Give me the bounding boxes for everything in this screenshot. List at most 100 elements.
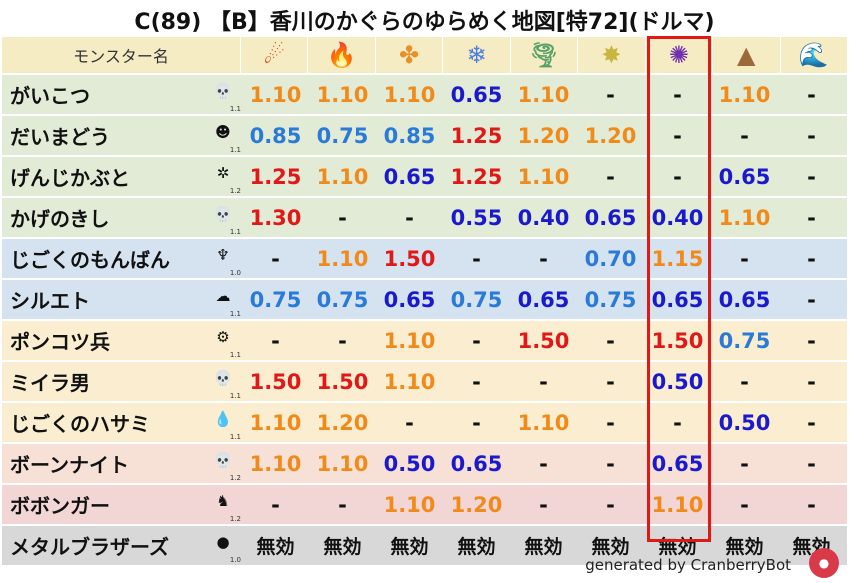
monster-name-cell: ボボンガー ♞ 1.2 <box>2 485 242 524</box>
resistance-value: 1.25 <box>450 123 503 148</box>
resistance-value: 1.10 <box>383 492 436 517</box>
monster-level: 1.1 <box>229 392 241 400</box>
table-header-row: モンスター名 ☄ 🔥 ✤ ❄ 🌪 ✸ ✺ ▲ 🌊 <box>2 37 847 75</box>
resistance-value: - <box>807 246 816 271</box>
resistance-value: 1.10 <box>718 205 771 230</box>
ice-crystal-icon: ❄ <box>466 41 487 69</box>
resistance-value: - <box>606 328 615 353</box>
resistance-value: 無効 <box>725 536 764 558</box>
resistance-value: 無効 <box>457 536 496 558</box>
footer-credit: generated by CranberryBot <box>585 556 791 574</box>
water-drop-icon: 💧 <box>213 410 233 428</box>
resistance-value: 1.30 <box>249 205 302 230</box>
resistance-value: - <box>606 369 615 394</box>
resistance-value: 無効 <box>591 536 630 558</box>
resistance-value: - <box>271 492 280 517</box>
resistance-value: 1.10 <box>249 82 302 107</box>
resistance-value: 1.50 <box>383 246 436 271</box>
monster-level: 1.1 <box>229 105 241 113</box>
resistance-value: 0.75 <box>316 287 369 312</box>
resistance-value: 1.10 <box>316 246 369 271</box>
dragon-icon: ♞ <box>216 492 230 510</box>
fire-ball-icon: ☄ <box>263 41 285 69</box>
resistance-value: 0.75 <box>450 287 503 312</box>
monster-name-cell: だいまどう ☻ 1.1 <box>2 116 242 155</box>
resistance-value: - <box>740 451 749 476</box>
resistance-value: 0.50 <box>718 410 771 435</box>
resistance-value: 1.10 <box>517 410 570 435</box>
monster-level: 1.2 <box>229 515 241 523</box>
resistance-value: - <box>807 410 816 435</box>
monster-name-cell: ボーンナイト 💀 1.2 <box>2 444 242 483</box>
resistance-value: - <box>472 410 481 435</box>
gear-icon: ⚙ <box>216 328 230 346</box>
resistance-value: 0.50 <box>651 369 704 394</box>
resistance-value: 0.65 <box>651 287 704 312</box>
resistance-value: 1.10 <box>316 82 369 107</box>
monster-name: シルエト <box>10 289 90 313</box>
dark-mage-icon: ☻ <box>215 123 231 141</box>
resistance-value: - <box>539 492 548 517</box>
resistance-value: 1.10 <box>383 82 436 107</box>
monster-level: 1.2 <box>229 474 241 482</box>
table-row: ボボンガー ♞ 1.2 - - 1.10 1.20 - - 1.10 - - <box>2 485 847 526</box>
element-column-header: ✺ <box>644 37 712 73</box>
beetle-icon: ✲ <box>216 164 230 182</box>
resistance-value: 1.15 <box>651 246 704 271</box>
resistance-value: - <box>606 492 615 517</box>
element-column-header: 🌪 <box>509 37 577 73</box>
monster-name: メタルブラザーズ <box>10 535 169 559</box>
resistance-value: 0.55 <box>450 205 503 230</box>
element-column-header: 🔥 <box>307 37 374 73</box>
resistance-value: 1.20 <box>316 410 369 435</box>
resistance-value: - <box>673 410 682 435</box>
monster-name: じごくのハサミ <box>10 412 150 436</box>
resistance-value: - <box>472 369 481 394</box>
resistance-value: 1.20 <box>517 123 570 148</box>
resistance-value: - <box>539 246 548 271</box>
resistance-value: 無効 <box>323 536 362 558</box>
resistance-value: - <box>338 492 347 517</box>
resistance-value: - <box>271 328 280 353</box>
resistance-value: 0.65 <box>450 451 503 476</box>
resistance-value: 0.40 <box>517 205 570 230</box>
table-row: だいまどう ☻ 1.1 0.85 0.75 0.85 1.25 1.20 1.20 - - - <box>2 116 847 157</box>
monster-level: 1.1 <box>229 351 241 359</box>
light-sparkle-icon: ✸ <box>601 41 622 69</box>
element-column-header: ✸ <box>577 37 644 73</box>
flame-icon: 🔥 <box>326 41 357 69</box>
resistance-value: 無効 <box>390 536 429 558</box>
table-row: がいこつ 💀 1.1 1.10 1.10 1.10 0.65 1.10 - - 1.10 - <box>2 75 847 116</box>
resistance-value: 0.65 <box>383 164 436 189</box>
resistance-value: - <box>539 369 548 394</box>
monster-level: 1.1 <box>229 228 241 236</box>
resistance-value: - <box>405 410 414 435</box>
table-row: メタルブラザーズ ● 1.0 無効 無効 無効 無効 無効 無効 無効 無効 無効 <box>2 526 847 567</box>
resistance-value: 0.75 <box>718 328 771 353</box>
dark-swirl-icon: ✺ <box>668 41 689 69</box>
resistance-value: - <box>807 164 816 189</box>
resistance-value: - <box>740 123 749 148</box>
monster-name: だいまどう <box>10 125 110 149</box>
skull-icon: 💀 <box>213 205 233 223</box>
monster-level: 1.1 <box>229 433 241 441</box>
skull-icon: 💀 <box>213 369 233 387</box>
resistance-value: - <box>807 205 816 230</box>
cranberry-bot-icon: ● <box>809 548 839 578</box>
resistance-value: 1.10 <box>249 451 302 476</box>
clover-icon: ✤ <box>399 41 420 69</box>
monster-name-cell: じごくのもんばん ♆ 1.0 <box>2 239 242 278</box>
table-row: じごくのハサミ 💧 1.1 1.10 1.20 - - 1.10 - - 0.50 - <box>2 403 847 444</box>
table-row: じごくのもんばん ♆ 1.0 - 1.10 1.50 - - 0.70 1.15 - - <box>2 239 847 280</box>
resistance-value: 0.75 <box>249 287 302 312</box>
resistance-value: - <box>807 123 816 148</box>
table-row: かげのきし 💀 1.1 1.30 - - 0.55 0.40 0.65 0.40 1.10 - <box>2 198 847 239</box>
monster-name-cell: がいこつ 💀 1.1 <box>2 75 242 114</box>
resistance-value: - <box>405 205 414 230</box>
monster-name: がいこつ <box>10 84 90 108</box>
element-column-header: ✤ <box>374 37 442 73</box>
resistance-value: - <box>807 328 816 353</box>
resistance-value: 無効 <box>524 536 563 558</box>
element-column-header: ☄ <box>240 37 307 73</box>
rock-icon: ▲ <box>737 41 756 69</box>
